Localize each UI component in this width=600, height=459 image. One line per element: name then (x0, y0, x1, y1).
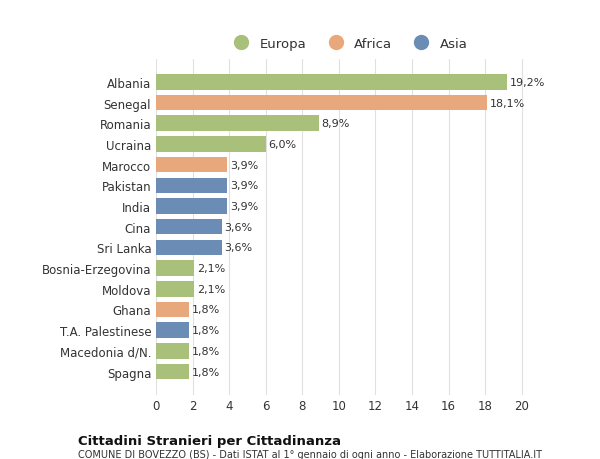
Text: 3,6%: 3,6% (224, 222, 253, 232)
Legend: Europa, Africa, Asia: Europa, Africa, Asia (223, 33, 473, 56)
Bar (156, 343, 189, 359)
Bar (156, 240, 222, 256)
Text: 3,6%: 3,6% (224, 243, 253, 253)
Bar (156, 95, 487, 111)
Text: 3,9%: 3,9% (230, 202, 259, 212)
Text: 2,1%: 2,1% (197, 284, 226, 294)
Bar (156, 219, 222, 235)
Bar (156, 116, 319, 132)
Text: 1,8%: 1,8% (191, 305, 220, 315)
Bar (156, 75, 507, 90)
Text: 8,9%: 8,9% (322, 119, 350, 129)
Bar (156, 281, 194, 297)
Bar (156, 157, 227, 173)
Text: 1,8%: 1,8% (191, 367, 220, 377)
Bar (156, 364, 189, 380)
Text: Cittadini Stranieri per Cittadinanza: Cittadini Stranieri per Cittadinanza (78, 434, 341, 447)
Bar (156, 178, 227, 194)
Text: COMUNE DI BOVEZZO (BS) - Dati ISTAT al 1° gennaio di ogni anno - Elaborazione TU: COMUNE DI BOVEZZO (BS) - Dati ISTAT al 1… (78, 449, 542, 459)
Text: 19,2%: 19,2% (510, 78, 545, 88)
Text: 2,1%: 2,1% (197, 263, 226, 274)
Bar (156, 323, 189, 338)
Bar (156, 199, 227, 214)
Text: 6,0%: 6,0% (268, 140, 296, 150)
Text: 3,9%: 3,9% (230, 181, 259, 191)
Text: 1,8%: 1,8% (191, 325, 220, 336)
Text: 1,8%: 1,8% (191, 346, 220, 356)
Bar (156, 302, 189, 318)
Bar (156, 261, 194, 276)
Bar (156, 137, 266, 152)
Text: 3,9%: 3,9% (230, 160, 259, 170)
Text: 18,1%: 18,1% (490, 98, 525, 108)
